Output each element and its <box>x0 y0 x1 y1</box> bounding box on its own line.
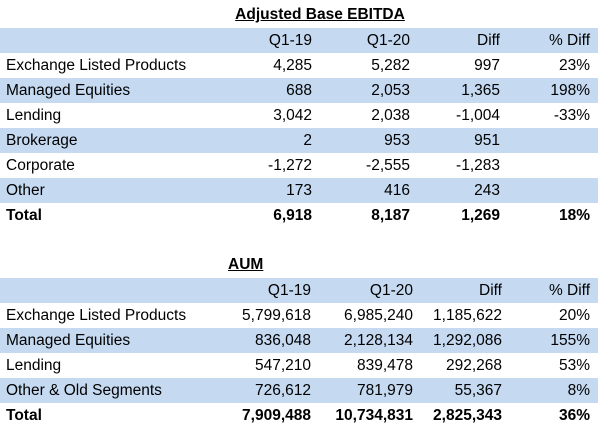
cell-value: 3,042 <box>273 107 312 124</box>
row-band <box>0 378 598 403</box>
row-label: Lending <box>6 357 62 374</box>
cell-value: 2 <box>303 132 312 149</box>
cell-value: 173 <box>286 182 312 199</box>
cell-value: 839,478 <box>356 357 413 374</box>
cell-value: 23% <box>558 57 590 74</box>
total-value: 2,825,343 <box>433 407 502 424</box>
column-header: Q1-19 <box>267 282 311 299</box>
cell-value: 416 <box>384 182 410 199</box>
total-value: 8,187 <box>371 207 410 224</box>
row-label: Other & Old Segments <box>6 382 162 399</box>
cell-value: 997 <box>474 57 500 74</box>
column-header: Q1-19 <box>268 32 312 49</box>
row-band <box>0 328 598 353</box>
total-value: 36% <box>558 407 590 424</box>
total-value: 7,909,488 <box>242 407 311 424</box>
row-band <box>0 78 598 103</box>
column-header: Q1-20 <box>366 32 410 49</box>
cell-value: 781,979 <box>356 382 413 399</box>
column-header: % Diff <box>548 32 590 49</box>
column-header: Diff <box>477 32 500 49</box>
cell-value: 155% <box>550 332 590 349</box>
cell-value: -33% <box>553 107 590 124</box>
cell-value: 2,038 <box>371 107 410 124</box>
cell-value: 6,985,240 <box>344 307 413 324</box>
row-band <box>0 178 598 203</box>
row-label: Managed Equities <box>6 82 131 99</box>
cell-value: 292,268 <box>445 357 502 374</box>
cell-value: 20% <box>558 307 590 324</box>
cell-value: 4,285 <box>273 57 312 74</box>
total-label: Total <box>6 207 42 224</box>
cell-value: 53% <box>558 357 590 374</box>
total-value: 1,269 <box>461 207 500 224</box>
total-value: 10,734,831 <box>335 407 413 424</box>
row-band <box>0 128 598 153</box>
cell-value: 8% <box>567 382 590 399</box>
cell-value: -2,555 <box>366 157 410 174</box>
row-label: Brokerage <box>6 132 78 149</box>
table-title: Adjusted Base EBITDA <box>235 6 405 23</box>
cell-value: 5,799,618 <box>242 307 311 324</box>
cell-value: 953 <box>384 132 410 149</box>
column-header: Q1-20 <box>369 282 413 299</box>
cell-value: 726,612 <box>254 382 311 399</box>
cell-value: 1,292,086 <box>433 332 502 349</box>
cell-value: 243 <box>474 182 500 199</box>
cell-value: 55,367 <box>454 382 502 399</box>
total-value: 18% <box>558 207 590 224</box>
row-label: Managed Equities <box>6 332 131 349</box>
total-value: 6,918 <box>273 207 312 224</box>
cell-value: -1,272 <box>268 157 312 174</box>
cell-value: -1,004 <box>456 107 500 124</box>
cell-value: 547,210 <box>254 357 311 374</box>
row-label: Exchange Listed Products <box>6 57 187 74</box>
row-label: Lending <box>6 107 62 124</box>
table-title: AUM <box>228 256 264 273</box>
cell-value: 836,048 <box>254 332 311 349</box>
cell-value: -1,283 <box>456 157 500 174</box>
cell-value: 688 <box>286 82 312 99</box>
cell-value: 5,282 <box>371 57 410 74</box>
cell-value: 951 <box>474 132 500 149</box>
cell-value: 2,053 <box>371 82 410 99</box>
row-label: Other <box>6 182 45 199</box>
row-label: Corporate <box>6 157 75 174</box>
cell-value: 1,365 <box>461 82 500 99</box>
cell-value: 1,185,622 <box>433 307 502 324</box>
header-band <box>0 278 598 303</box>
cell-value: 198% <box>550 82 590 99</box>
column-header: Diff <box>479 282 502 299</box>
total-label: Total <box>6 407 42 424</box>
cell-value: 2,128,134 <box>344 332 413 349</box>
column-header: % Diff <box>548 282 590 299</box>
row-label: Exchange Listed Products <box>6 307 187 324</box>
header-band <box>0 28 598 53</box>
